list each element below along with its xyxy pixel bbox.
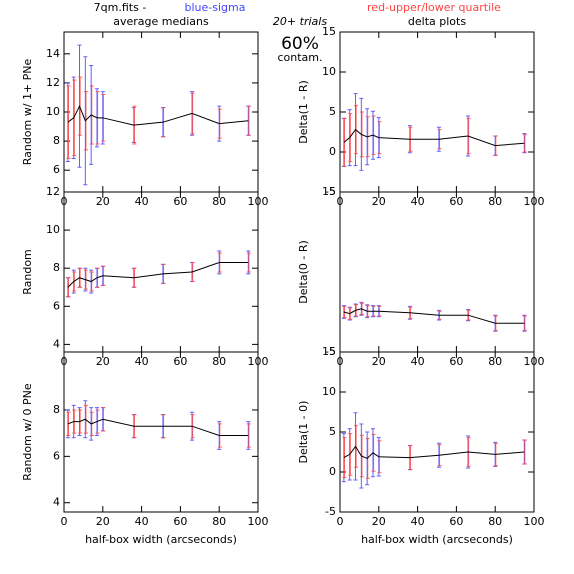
x-tick-label: 20 — [372, 355, 386, 368]
x-tick-label: 80 — [488, 195, 502, 208]
y-tick-label: 0 — [329, 465, 336, 478]
x-tick-label: 20 — [96, 195, 110, 208]
x-tick-label: 20 — [372, 195, 386, 208]
y-tick-label: 12 — [46, 185, 60, 198]
x-tick-label: 20 — [96, 355, 110, 368]
x-axis-label: half-box width (arcseconds) — [85, 533, 237, 546]
x-tick-label: 80 — [212, 195, 226, 208]
quartile-error-bar — [78, 76, 83, 136]
quartile-error-bar — [522, 315, 527, 331]
y-axis-label: Random w/ 1+ PNe — [21, 58, 34, 165]
y-tick-label: 10 — [46, 105, 60, 118]
median-line — [343, 445, 525, 459]
sigma-label: blue-sigma — [185, 1, 246, 14]
x-tick-label: 20 — [96, 515, 110, 528]
median-line — [67, 418, 249, 436]
y-tick-label: 15 — [322, 345, 336, 358]
x-tick-label: 100 — [248, 515, 269, 528]
x-tick-label: 80 — [488, 515, 502, 528]
x-tick-label: 100 — [524, 515, 545, 528]
trials-label: 20+ trials — [273, 15, 327, 28]
x-tick-label: 0 — [337, 515, 344, 528]
y-tick-label: 12 — [46, 76, 60, 89]
y-axis-label: Delta(1 - 0) — [297, 401, 310, 464]
x-tick-label: 60 — [449, 355, 463, 368]
x-tick-label: 0 — [61, 515, 68, 528]
y-tick-label: 10 — [322, 65, 336, 78]
y-tick-label: 14 — [46, 47, 60, 60]
plot-frame — [339, 31, 535, 193]
x-tick-label: 60 — [173, 515, 187, 528]
plot-frame — [63, 351, 259, 513]
x-tick-label: 40 — [135, 515, 149, 528]
y-tick-label: 8 — [53, 134, 60, 147]
x-tick-label: 40 — [135, 195, 149, 208]
contam-label: contam. — [277, 51, 322, 64]
file-label: 7qm.fits - — [94, 1, 147, 14]
quartile-error-bar — [246, 252, 251, 273]
x-tick-label: 40 — [411, 355, 425, 368]
x-tick-label: 60 — [449, 515, 463, 528]
quartile-error-bar — [246, 423, 251, 448]
y-axis-label: Random w/ 0 PNe — [21, 383, 34, 481]
y-tick-label: -5 — [325, 345, 336, 358]
x-tick-label: 60 — [173, 195, 187, 208]
quartile-error-bar — [72, 79, 77, 157]
sigma-error-bar — [65, 82, 70, 162]
quartile-error-bar — [354, 425, 359, 468]
median-line — [67, 104, 249, 126]
y-tick-label: 8 — [53, 403, 60, 416]
median-line — [67, 261, 249, 288]
x-tick-label: 40 — [135, 355, 149, 368]
quartile-error-bar — [522, 133, 527, 153]
x-tick-label: 80 — [212, 515, 226, 528]
quartile-label: red-upper/lower quartile — [367, 1, 501, 14]
y-tick-label: 6 — [53, 163, 60, 176]
plot-frame — [63, 31, 259, 193]
y-tick-label: -5 — [325, 505, 336, 518]
y-tick-label: 10 — [322, 385, 336, 398]
y-axis-label: Delta(0 - R) — [297, 240, 310, 304]
y-tick-label: 4 — [53, 496, 60, 509]
panel-title: delta plots — [408, 15, 466, 28]
y-tick-label: 0 — [329, 145, 336, 158]
y-tick-label: 15 — [322, 185, 336, 198]
panel-title: average medians — [113, 15, 209, 28]
y-axis-label: Delta(1 - R) — [297, 80, 310, 144]
x-tick-label: 60 — [449, 195, 463, 208]
y-tick-label: 6 — [53, 449, 60, 462]
x-tick-label: 20 — [372, 515, 386, 528]
x-tick-label: 40 — [411, 195, 425, 208]
plot-frame — [339, 191, 535, 353]
percent-label: 60% — [281, 34, 319, 54]
x-tick-label: 80 — [212, 355, 226, 368]
y-tick-label: 10 — [46, 223, 60, 236]
y-axis-label: Random — [21, 249, 34, 295]
y-tick-label: 15 — [322, 25, 336, 38]
y-tick-label: 4 — [53, 337, 60, 350]
median-line — [343, 308, 525, 324]
median-line — [343, 128, 525, 147]
y-tick-label: 6 — [53, 299, 60, 312]
quartile-error-bar — [522, 439, 527, 465]
x-tick-label: 40 — [411, 515, 425, 528]
x-tick-label: 60 — [173, 355, 187, 368]
y-tick-label: 8 — [53, 261, 60, 274]
y-tick-label: -5 — [325, 185, 336, 198]
x-tick-label: 80 — [488, 355, 502, 368]
x-axis-label: half-box width (arcseconds) — [361, 533, 513, 546]
y-tick-label: 5 — [329, 425, 336, 438]
y-tick-label: 5 — [329, 105, 336, 118]
quartile-error-bar — [246, 105, 251, 136]
